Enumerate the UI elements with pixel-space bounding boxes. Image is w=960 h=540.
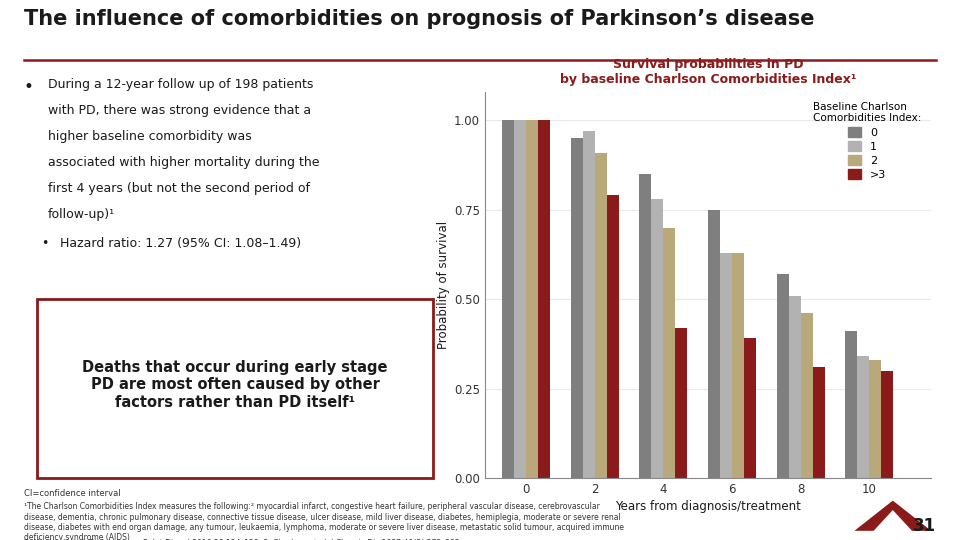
Text: first 4 years (but not the second period of: first 4 years (but not the second period… [48, 182, 310, 195]
Bar [663, 228, 676, 478]
Text: ¹The Charlson Comorbidities Index measures the following:² myocardial infarct, c: ¹The Charlson Comorbidities Index measur… [24, 502, 624, 540]
Bar [857, 356, 870, 478]
Bar [526, 120, 538, 478]
Text: higher baseline comorbidity was: higher baseline comorbidity was [48, 130, 252, 143]
Bar [651, 199, 663, 478]
Text: •: • [24, 78, 34, 96]
Bar [607, 195, 619, 478]
Bar [744, 339, 756, 478]
Bar [813, 367, 825, 478]
Text: During a 12-year follow up of 198 patients: During a 12-year follow up of 198 patien… [48, 78, 313, 91]
Text: Deaths that occur during early stage
PD are most often caused by other
factors r: Deaths that occur during early stage PD … [83, 360, 388, 410]
Bar [538, 120, 550, 478]
Bar [777, 274, 789, 478]
Text: The influence of comorbidities on prognosis of Parkinson’s disease: The influence of comorbidities on progno… [24, 9, 814, 30]
Bar [720, 253, 732, 478]
Bar [676, 328, 687, 478]
Bar [639, 174, 651, 478]
Polygon shape [854, 501, 931, 531]
Bar [789, 295, 801, 478]
Text: with PD, there was strong evidence that a: with PD, there was strong evidence that … [48, 104, 311, 117]
Bar [732, 253, 744, 478]
Text: Hazard ratio: 1.27 (95% CI: 1.08–1.49): Hazard ratio: 1.27 (95% CI: 1.08–1.49) [60, 237, 301, 249]
Bar [801, 313, 813, 478]
Bar [502, 120, 514, 478]
Legend: 0, 1, 2, >3: 0, 1, 2, >3 [808, 97, 925, 184]
Bar [583, 131, 594, 478]
Text: •: • [41, 237, 49, 249]
Bar [881, 370, 894, 478]
Title: Survival probabilities in PD
by baseline Charlson Comorbidities Index¹: Survival probabilities in PD by baseline… [560, 58, 856, 86]
Bar [846, 332, 857, 478]
Text: follow-up)¹: follow-up)¹ [48, 208, 115, 221]
Text: 1. Macleod et al. Parkinsonism Relat Disord 2016;28:124–129; 2. Charlson et al. : 1. Macleod et al. Parkinsonism Relat Dis… [24, 539, 460, 540]
Bar [870, 360, 881, 478]
X-axis label: Years from diagnosis/treatment: Years from diagnosis/treatment [615, 500, 801, 513]
Bar [708, 210, 720, 478]
Y-axis label: Probability of survival: Probability of survival [437, 221, 450, 349]
Text: associated with higher mortality during the: associated with higher mortality during … [48, 156, 320, 169]
Bar [514, 120, 526, 478]
Text: 31: 31 [913, 517, 936, 535]
FancyBboxPatch shape [37, 299, 433, 478]
Bar [594, 153, 607, 478]
Bar [570, 138, 583, 478]
Text: CI=confidence interval: CI=confidence interval [24, 489, 121, 498]
